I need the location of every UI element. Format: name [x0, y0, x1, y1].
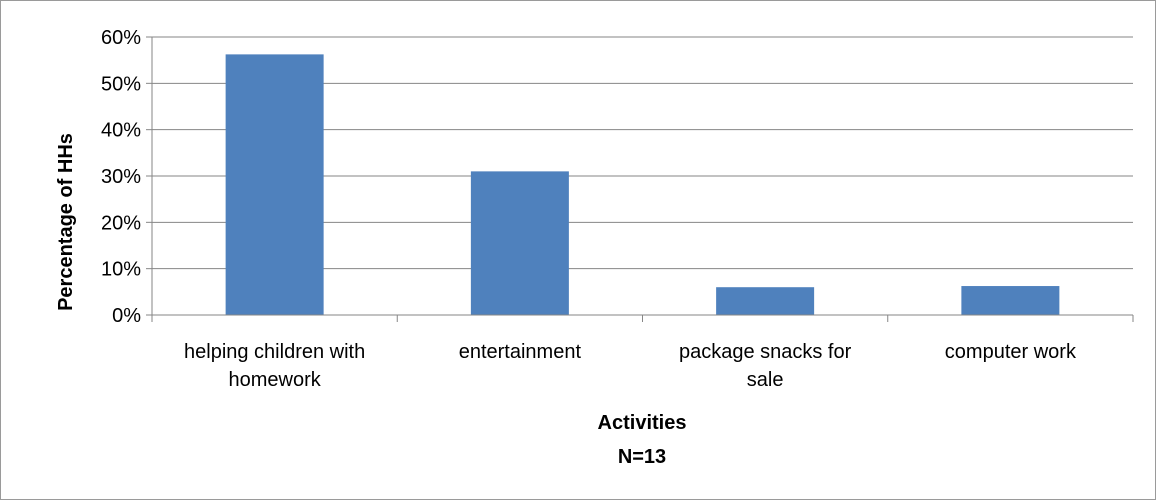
y-tick-label: 30%: [101, 166, 141, 188]
bar: [225, 54, 324, 315]
y-tick-label: 20%: [101, 212, 141, 234]
y-tick-label: 0%: [112, 305, 141, 327]
x-category-labels: helping children with homework entertainme…: [184, 341, 1077, 391]
axes: [146, 36, 1134, 322]
bar: [470, 171, 569, 315]
x-tick-label: helping children with homework: [184, 341, 365, 391]
y-axis-title: Percentage of HHs: [55, 133, 77, 311]
bar: [961, 286, 1060, 315]
y-tick-labels: 0% 10% 20% 30% 40% 50% 60%: [101, 27, 141, 327]
x-tick-label: entertainment: [459, 341, 582, 363]
y-tick-label: 40%: [101, 120, 141, 142]
y-tick-label: 10%: [101, 259, 141, 281]
bars: [225, 54, 1060, 315]
y-tick-label: 60%: [101, 27, 141, 49]
x-axis-subtitle: N=13: [618, 446, 666, 468]
x-axis-title: Activities: [598, 412, 687, 434]
x-tick-label: computer work: [945, 341, 1077, 363]
y-tick-label: 50%: [101, 73, 141, 95]
bar: [716, 287, 815, 315]
x-tick-label: package snacks for sale: [679, 341, 852, 391]
